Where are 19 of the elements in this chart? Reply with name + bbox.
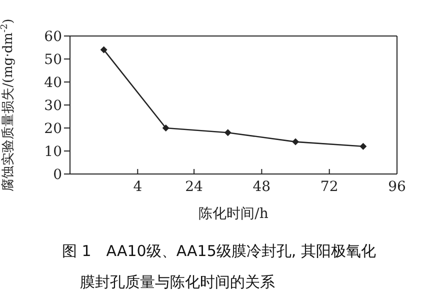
y-tick-label: 10 xyxy=(44,144,62,160)
point xyxy=(292,138,300,146)
x-axis-title: 陈化时间/h xyxy=(198,206,268,222)
y-tick-label: 20 xyxy=(44,120,62,137)
point xyxy=(360,142,367,150)
x-tick-label: 72 xyxy=(320,178,338,195)
y-tick-label: 40 xyxy=(44,74,62,91)
x-tick-label: 4 xyxy=(133,178,142,195)
x-tick-label: 96 xyxy=(388,178,406,195)
y-tick-label: 0 xyxy=(53,166,62,183)
y-tick-label: 30 xyxy=(44,98,62,114)
y-tick-label: 50 xyxy=(44,52,62,68)
x-tick-label: 48 xyxy=(252,178,271,195)
text: 图 1 AA10级、AA15级膜冷封孔, 其阳极氧化膜封孔质量与陈化时间的关系 xyxy=(62,241,377,293)
point xyxy=(224,129,232,136)
y-tick-label: 60 xyxy=(44,28,62,45)
point xyxy=(100,46,108,54)
point xyxy=(162,124,170,132)
x-tick-label: 24 xyxy=(185,178,204,195)
